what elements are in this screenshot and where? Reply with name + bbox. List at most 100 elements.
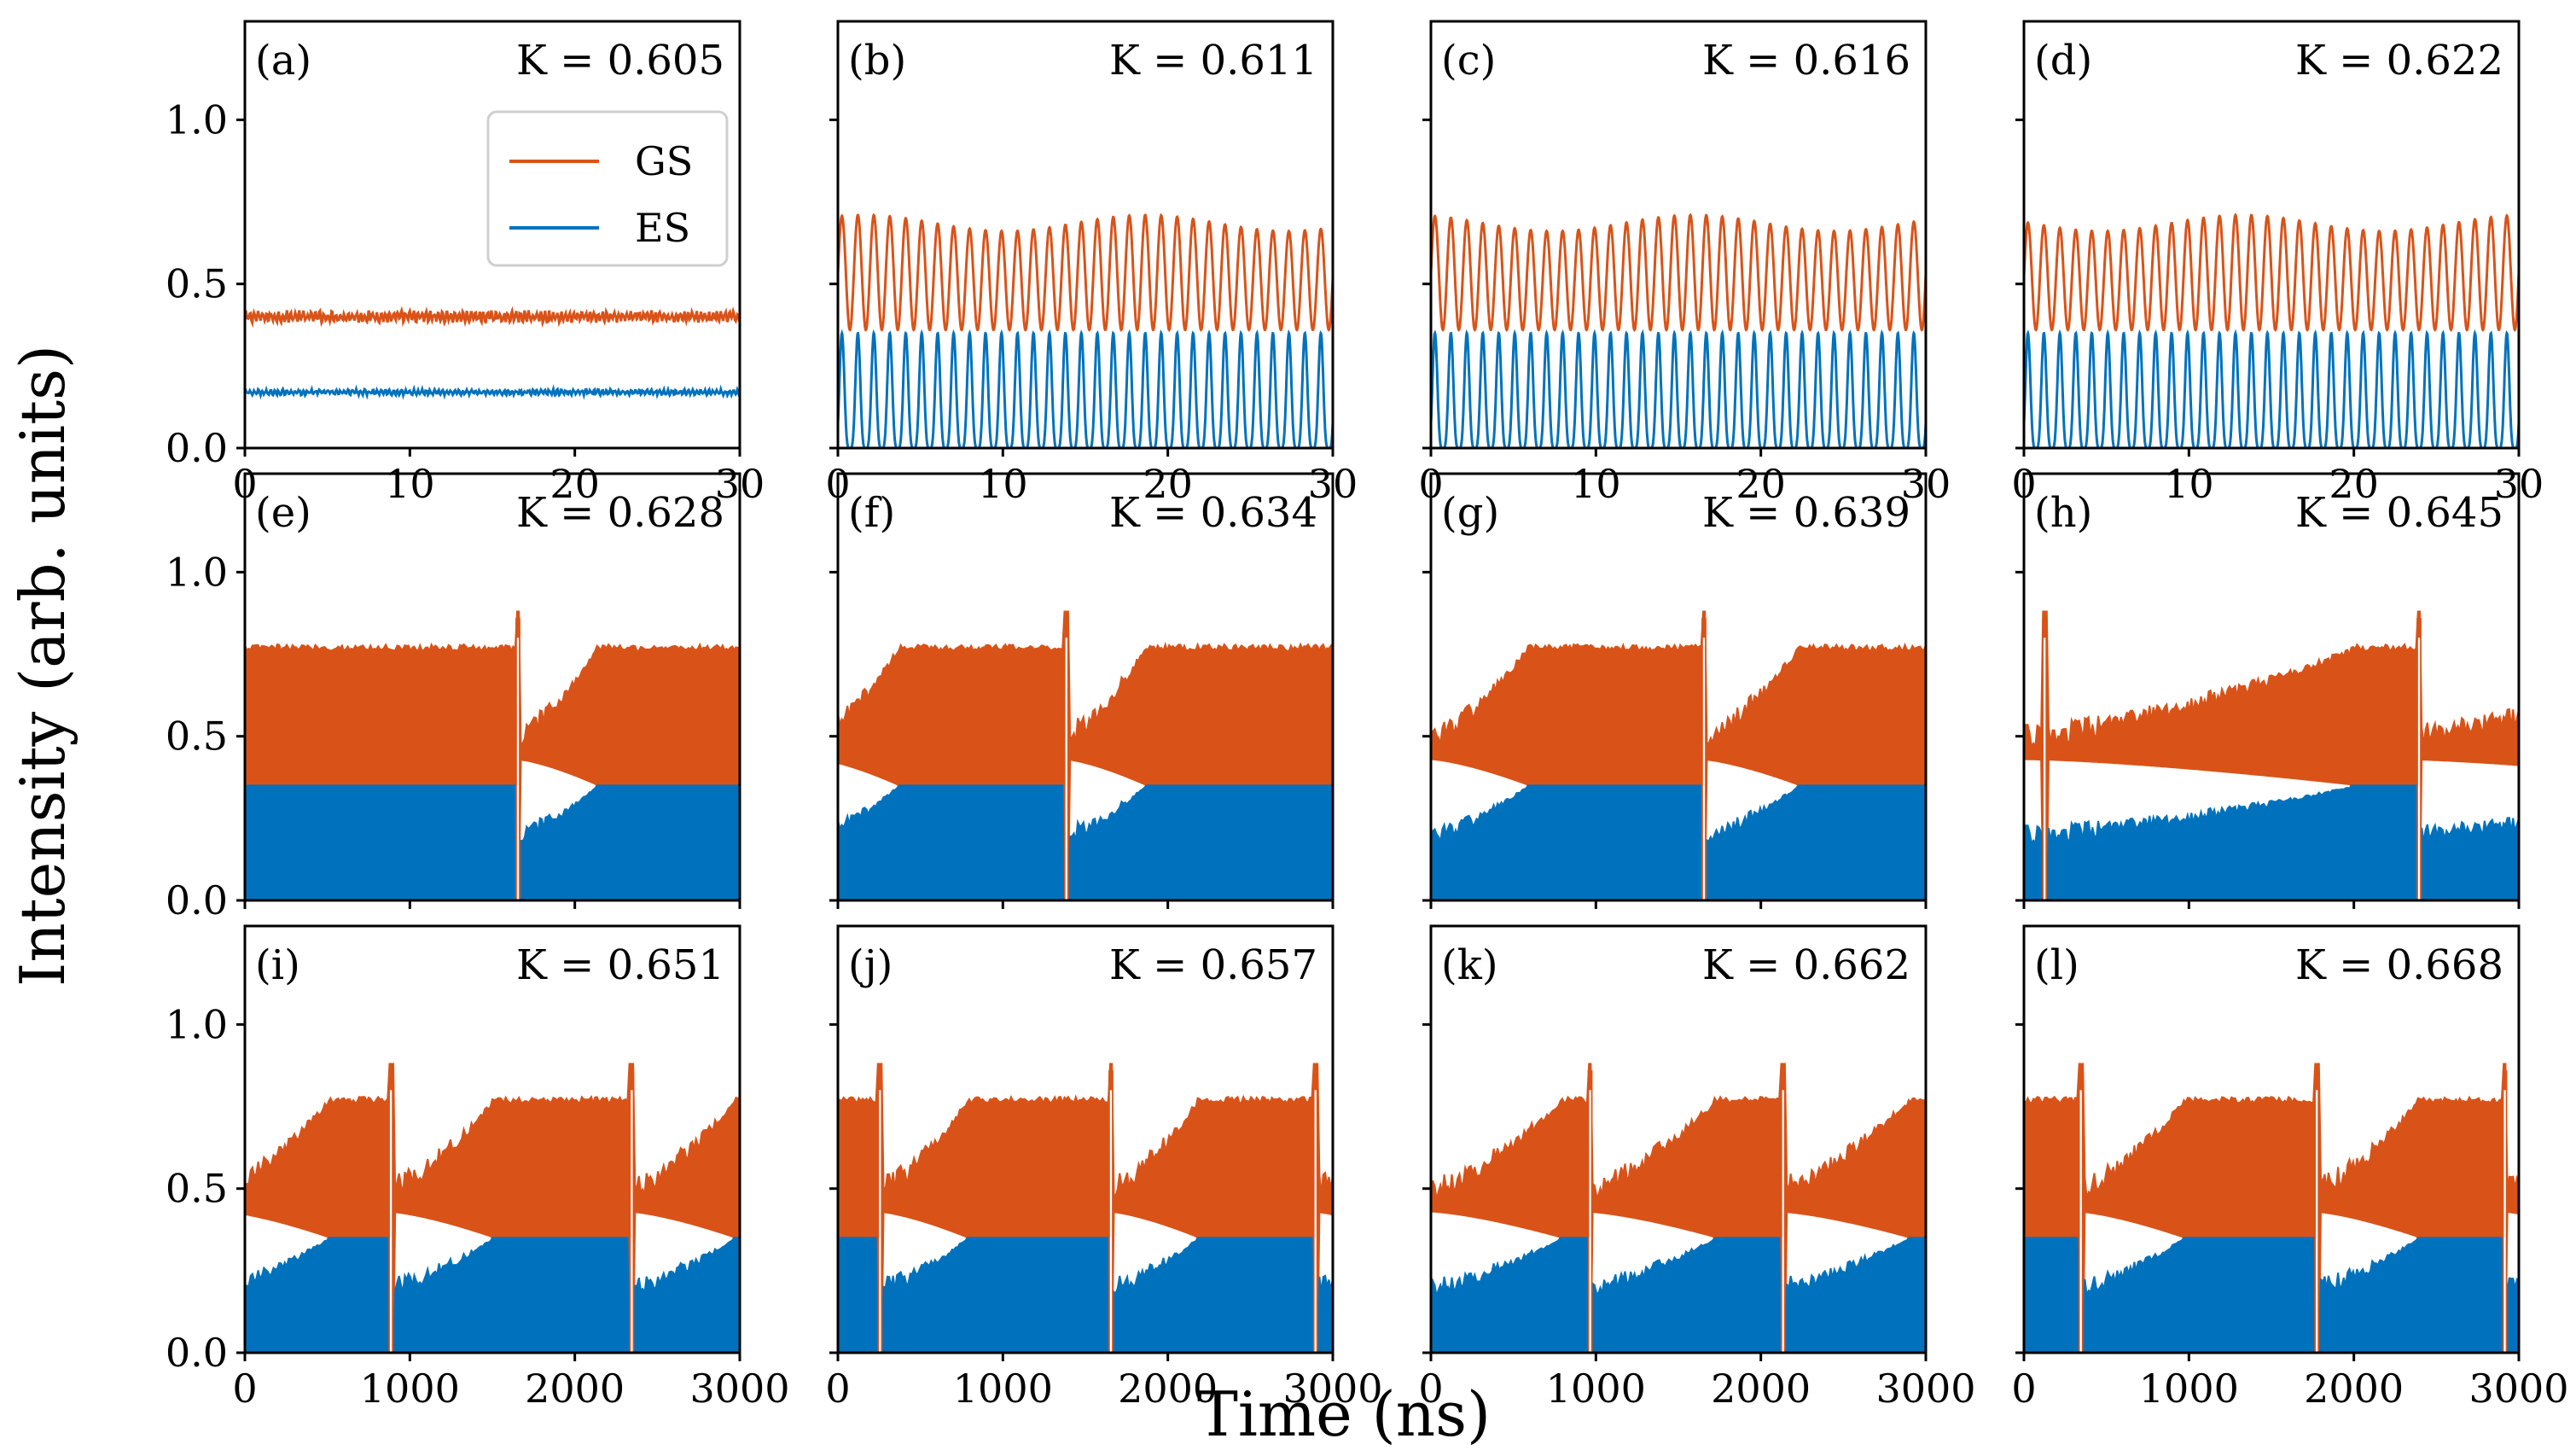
panel: (h) K = 0.645 bbox=[2015, 472, 2521, 909]
series-es-band bbox=[2024, 784, 2519, 900]
y-tick-label: 1.0 bbox=[166, 549, 228, 595]
switch-gap bbox=[2417, 638, 2421, 900]
switch-gap bbox=[2316, 1090, 2318, 1353]
plot-area bbox=[1431, 610, 1926, 900]
plot-area bbox=[2024, 213, 2519, 448]
panel-label: (g) bbox=[1441, 489, 1499, 537]
x-tick-label: 20 bbox=[2329, 461, 2379, 507]
panel: 0 1000 2000 3000 (k) K = 0.662 bbox=[1418, 924, 1976, 1412]
x-tick-label: 1000 bbox=[2139, 1366, 2239, 1412]
panel-label: (c) bbox=[1441, 37, 1496, 84]
series-gs-line bbox=[1431, 213, 1926, 332]
series-gs-band bbox=[1431, 1063, 1926, 1353]
x-tick-label: 2000 bbox=[2304, 1366, 2404, 1412]
series-gs-line bbox=[838, 213, 1333, 332]
series-es-band bbox=[1431, 1237, 1926, 1353]
switch-gap bbox=[389, 1090, 393, 1353]
switch-gap bbox=[1782, 1090, 1784, 1353]
series-es-line bbox=[245, 384, 740, 400]
panel: 0 10 20 30(b) K = 0.611 bbox=[825, 20, 1358, 507]
panel: 0.0 0.5 1.0 0 1000 2000 3000 (i) K = 0.651 bbox=[166, 924, 790, 1412]
axes-frame bbox=[836, 924, 1335, 1354]
x-tick-label: 20 bbox=[1143, 461, 1193, 507]
series-es-line bbox=[838, 329, 1333, 448]
panel: (g) K = 0.639 bbox=[1422, 472, 1928, 909]
panel-label: (b) bbox=[848, 37, 906, 84]
switch-gap bbox=[2044, 638, 2046, 900]
switch-gap bbox=[2079, 1090, 2082, 1353]
panel: 0 1000 2000 3000 (j) K = 0.657 bbox=[825, 924, 1383, 1412]
y-tick-label: 0.5 bbox=[166, 261, 228, 307]
axes-frame bbox=[243, 472, 741, 902]
x-tick-label: 1000 bbox=[953, 1366, 1053, 1412]
panel-label: (j) bbox=[848, 941, 893, 989]
axes-frame bbox=[1429, 472, 1928, 902]
series-es-line bbox=[1431, 329, 1926, 448]
x-tick-label: 2000 bbox=[1711, 1366, 1811, 1412]
y-tick-label: 1.0 bbox=[166, 1001, 228, 1047]
x-axis-label: Time (ns) bbox=[1197, 1378, 1491, 1450]
x-tick-label: 3000 bbox=[689, 1366, 789, 1412]
switch-gap bbox=[516, 638, 520, 900]
switch-gap bbox=[1065, 638, 1067, 900]
axes-frame bbox=[836, 472, 1335, 902]
plot-area bbox=[838, 610, 1333, 900]
panel: 0.0 0.5 1.0 (e) K = 0.628 bbox=[166, 472, 741, 923]
coupling-label: K = 0.668 bbox=[2295, 941, 2503, 989]
axes-frame bbox=[2022, 924, 2521, 1354]
x-tick-label: 1000 bbox=[1546, 1366, 1646, 1412]
series-es-line bbox=[2024, 329, 2519, 448]
x-tick-label: 1000 bbox=[360, 1366, 460, 1412]
coupling-label: K = 0.645 bbox=[2295, 489, 2503, 537]
x-tick-label: 3000 bbox=[1282, 1366, 1382, 1412]
coupling-label: K = 0.616 bbox=[1702, 37, 1910, 84]
axes-frame bbox=[836, 20, 1335, 450]
y-tick-label: 0.5 bbox=[166, 1166, 228, 1212]
series-es-band bbox=[2024, 1237, 2519, 1353]
panel-label: (e) bbox=[255, 489, 311, 537]
switch-gap bbox=[1589, 1090, 1591, 1353]
panel-label: (h) bbox=[2034, 489, 2092, 537]
plot-area bbox=[1431, 213, 1926, 448]
y-tick-label: 0.5 bbox=[166, 713, 228, 760]
plot-area bbox=[245, 306, 740, 400]
plot-area bbox=[1431, 1063, 1926, 1353]
x-tick-label: 0 bbox=[1418, 1366, 1443, 1412]
panel: 0 10 20 30(d) K = 0.622 bbox=[2011, 20, 2544, 507]
series-es-band bbox=[838, 784, 1333, 900]
panel: 0.00.51.00 10 20 30(a) K = 0.605 bbox=[166, 20, 765, 507]
switch-gap bbox=[1109, 1090, 1113, 1353]
panel-label: (d) bbox=[2034, 37, 2092, 84]
x-tick-label: 20 bbox=[550, 461, 600, 507]
switch-gap bbox=[1702, 638, 1706, 900]
axes-frame bbox=[243, 20, 741, 450]
plot-area bbox=[838, 213, 1333, 448]
legend: GS ES bbox=[486, 110, 729, 267]
panel-label: (f) bbox=[848, 489, 895, 537]
panel-label: (a) bbox=[255, 37, 311, 84]
plot-area bbox=[2024, 610, 2519, 900]
panel-label: (k) bbox=[1441, 941, 1498, 989]
series-es-band bbox=[838, 1237, 1333, 1353]
x-tick-label: 10 bbox=[1571, 461, 1621, 507]
axes-frame bbox=[1429, 20, 1928, 450]
legend-label-gs: GS bbox=[635, 138, 693, 184]
x-tick-label: 2000 bbox=[525, 1366, 625, 1412]
legend-box bbox=[486, 110, 729, 267]
x-tick-label: 0 bbox=[2011, 1366, 2036, 1412]
x-tick-label: 10 bbox=[2164, 461, 2214, 507]
panel: 0 10 20 30(c) K = 0.616 bbox=[1418, 20, 1951, 507]
y-tick-label: 0.0 bbox=[166, 425, 228, 471]
panel: 0 1000 2000 3000 (l) K = 0.668 bbox=[2011, 924, 2569, 1412]
coupling-label: K = 0.634 bbox=[1109, 489, 1317, 537]
switch-gap bbox=[879, 1090, 881, 1353]
series-gs-line bbox=[245, 306, 740, 329]
legend-label-es: ES bbox=[635, 205, 690, 251]
coupling-label: K = 0.639 bbox=[1702, 489, 1910, 537]
y-axis-label: Intensity (arb. units) bbox=[7, 345, 79, 987]
x-tick-label: 10 bbox=[978, 461, 1028, 507]
axes-frame bbox=[1429, 924, 1928, 1354]
x-tick-label: 3000 bbox=[2468, 1366, 2568, 1412]
